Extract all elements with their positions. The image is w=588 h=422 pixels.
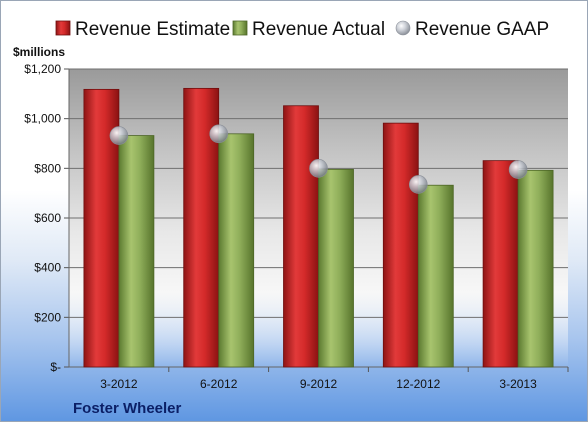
y-tick-label: $400 <box>34 261 61 275</box>
x-tick-label: 12-2012 <box>396 377 440 391</box>
bar-revenue-actual <box>417 184 454 368</box>
y-tick-label: $200 <box>34 310 61 324</box>
y-unit-label: $millions <box>13 45 65 59</box>
x-tick-label: 3-2013 <box>499 377 537 391</box>
legend-label: Revenue GAAP <box>415 19 549 40</box>
marker-revenue-gaap <box>109 126 129 145</box>
company-label: Foster Wheeler <box>73 400 182 417</box>
marker-revenue-gaap <box>209 124 228 144</box>
legend: Revenue Estimate Revenue Actual Revenue GA… <box>55 19 549 40</box>
x-tick-label: 3-2012 <box>100 377 138 391</box>
marker-revenue-gaap <box>508 160 528 179</box>
bar-revenue-actual <box>318 168 354 368</box>
x-axis-ticks: 3-2012 6-2012 9-2012 12-2012 3-2013 <box>100 377 537 391</box>
bar-revenue-actual <box>218 133 255 368</box>
marker-revenue-gaap <box>408 175 428 194</box>
x-tick-label: 6-2012 <box>200 377 238 391</box>
legend-swatch <box>232 20 248 36</box>
y-tick-label: $800 <box>34 161 61 175</box>
y-tick-label: $600 <box>34 211 61 225</box>
bar-revenue-actual <box>517 169 554 368</box>
gaap-markers <box>109 124 528 194</box>
legend-swatch <box>395 20 411 36</box>
bar-revenue-actual <box>118 135 155 368</box>
y-tick-label: $- <box>50 360 61 374</box>
legend-swatch <box>55 20 71 36</box>
bar-revenue-estimate <box>382 122 419 368</box>
bar-revenue-estimate <box>482 160 519 368</box>
x-tick-label: 9-2012 <box>300 377 338 391</box>
bar-revenue-estimate <box>283 105 319 368</box>
legend-label: Revenue Actual <box>252 19 385 40</box>
marker-revenue-gaap <box>309 159 328 178</box>
bars <box>83 87 554 368</box>
legend-label: Revenue Estimate <box>75 19 230 40</box>
y-tick-label: $1,000 <box>24 112 61 126</box>
y-axis-ticks: $- $200 $400 $600 $800 $1,000 $1,200 <box>24 62 61 374</box>
y-tick-label: $1,200 <box>24 62 61 76</box>
